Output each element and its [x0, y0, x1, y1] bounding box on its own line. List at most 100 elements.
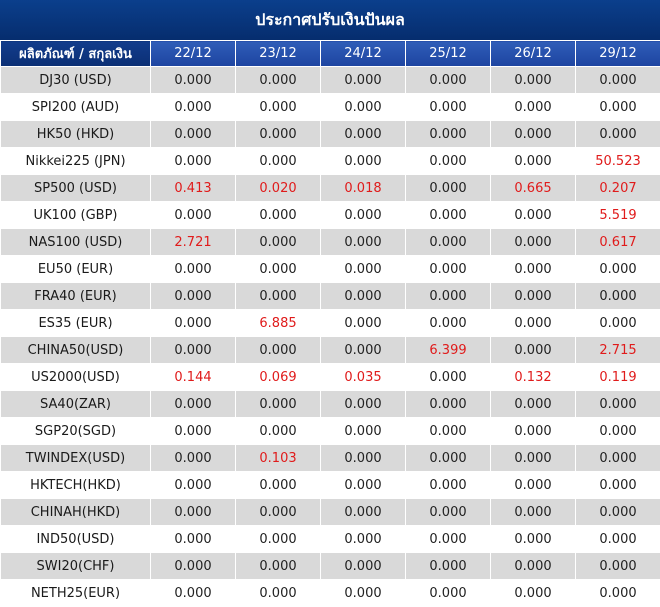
dividend-value-cell: 0.000	[406, 202, 491, 229]
dividend-value-cell: 0.000	[321, 337, 406, 364]
dividend-value-cell: 0.000	[491, 310, 576, 337]
dividend-value-cell: 0.000	[406, 580, 491, 607]
column-header-date: 23/12	[236, 41, 321, 67]
dividend-value-cell: 0.000	[151, 499, 236, 526]
product-cell: CHINA50(USD)	[1, 337, 151, 364]
dividend-value-cell: 0.000	[406, 148, 491, 175]
dividend-value-cell: 0.000	[321, 202, 406, 229]
dividend-value-cell: 0.000	[576, 256, 660, 283]
product-cell: SP500 (USD)	[1, 175, 151, 202]
dividend-value-cell: 0.000	[321, 94, 406, 121]
product-cell: FRA40 (EUR)	[1, 283, 151, 310]
dividend-value-cell: 0.000	[491, 418, 576, 445]
dividend-value-cell: 0.000	[321, 310, 406, 337]
product-cell: US2000(USD)	[1, 364, 151, 391]
dividend-value-cell: 0.000	[406, 472, 491, 499]
dividend-value-cell: 0.000	[236, 121, 321, 148]
dividend-value-cell: 0.207	[576, 175, 660, 202]
column-header-product: ผลิตภัณฑ์ / สกุลเงิน	[1, 41, 151, 67]
dividend-value-cell: 0.000	[406, 256, 491, 283]
product-cell: UK100 (GBP)	[1, 202, 151, 229]
product-cell: HK50 (HKD)	[1, 121, 151, 148]
dividend-value-cell: 0.000	[151, 418, 236, 445]
column-header-date: 26/12	[491, 41, 576, 67]
dividend-value-cell: 0.000	[321, 283, 406, 310]
dividend-value-cell: 0.132	[491, 364, 576, 391]
product-cell: DJ30 (USD)	[1, 67, 151, 94]
dividend-value-cell: 5.519	[576, 202, 660, 229]
dividend-value-cell: 0.000	[321, 499, 406, 526]
dividend-value-cell: 0.035	[321, 364, 406, 391]
dividend-value-cell: 0.000	[151, 310, 236, 337]
dividend-value-cell: 0.665	[491, 175, 576, 202]
product-cell: SA40(ZAR)	[1, 391, 151, 418]
product-cell: IND50(USD)	[1, 526, 151, 553]
page-title: ประกาศปรับเงินปันผล	[0, 0, 660, 40]
dividend-value-cell: 0.000	[406, 121, 491, 148]
dividend-value-cell: 0.000	[236, 148, 321, 175]
dividend-value-cell: 0.000	[151, 202, 236, 229]
dividend-value-cell: 0.000	[406, 67, 491, 94]
product-cell: HKTECH(HKD)	[1, 472, 151, 499]
dividend-value-cell: 0.000	[576, 553, 660, 580]
dividend-value-cell: 0.000	[576, 499, 660, 526]
dividend-value-cell: 0.000	[236, 229, 321, 256]
dividend-value-cell: 0.000	[321, 229, 406, 256]
dividend-value-cell: 0.000	[491, 337, 576, 364]
product-cell: ES35 (EUR)	[1, 310, 151, 337]
dividend-value-cell: 0.000	[406, 499, 491, 526]
dividend-value-cell: 0.020	[236, 175, 321, 202]
dividend-value-cell: 0.000	[491, 526, 576, 553]
dividend-value-cell: 0.000	[321, 121, 406, 148]
product-cell: NAS100 (USD)	[1, 229, 151, 256]
product-cell: TWINDEX(USD)	[1, 445, 151, 472]
dividend-value-cell: 0.000	[576, 310, 660, 337]
dividend-value-cell: 0.000	[236, 337, 321, 364]
dividend-value-cell: 0.000	[406, 283, 491, 310]
dividend-value-cell: 0.000	[406, 553, 491, 580]
dividend-value-cell: 0.000	[151, 337, 236, 364]
dividend-value-cell: 0.069	[236, 364, 321, 391]
product-cell: EU50 (EUR)	[1, 256, 151, 283]
table-header-row: ผลิตภัณฑ์ / สกุลเงิน 22/12 23/12 24/12 2…	[1, 41, 660, 67]
product-cell: SWI20(CHF)	[1, 553, 151, 580]
dividend-value-cell: 0.000	[151, 580, 236, 607]
dividend-value-cell: 0.000	[491, 229, 576, 256]
dividend-value-cell: 0.000	[321, 553, 406, 580]
dividend-value-cell: 0.000	[321, 472, 406, 499]
dividend-value-cell: 0.000	[236, 580, 321, 607]
dividend-value-cell: 0.000	[576, 472, 660, 499]
dividend-value-cell: 0.000	[236, 418, 321, 445]
dividend-value-cell: 0.000	[406, 310, 491, 337]
dividend-value-cell: 2.721	[151, 229, 236, 256]
dividend-value-cell: 0.144	[151, 364, 236, 391]
dividend-value-cell: 0.000	[406, 445, 491, 472]
dividend-value-cell: 0.000	[576, 67, 660, 94]
dividend-value-cell: 0.000	[236, 202, 321, 229]
dividend-value-cell: 0.000	[576, 283, 660, 310]
dividend-value-cell: 0.000	[151, 445, 236, 472]
dividend-value-cell: 0.000	[576, 445, 660, 472]
dividend-value-cell: 0.000	[576, 526, 660, 553]
dividend-value-cell: 0.103	[236, 445, 321, 472]
dividend-value-cell: 0.000	[236, 526, 321, 553]
product-cell: NETH25(EUR)	[1, 580, 151, 607]
dividend-value-cell: 0.413	[151, 175, 236, 202]
dividend-value-cell: 0.000	[236, 67, 321, 94]
dividend-value-cell: 0.000	[576, 580, 660, 607]
dividend-value-cell: 0.000	[321, 256, 406, 283]
product-cell: CHINAH(HKD)	[1, 499, 151, 526]
dividend-value-cell: 0.000	[236, 256, 321, 283]
dividend-value-cell: 0.000	[151, 553, 236, 580]
